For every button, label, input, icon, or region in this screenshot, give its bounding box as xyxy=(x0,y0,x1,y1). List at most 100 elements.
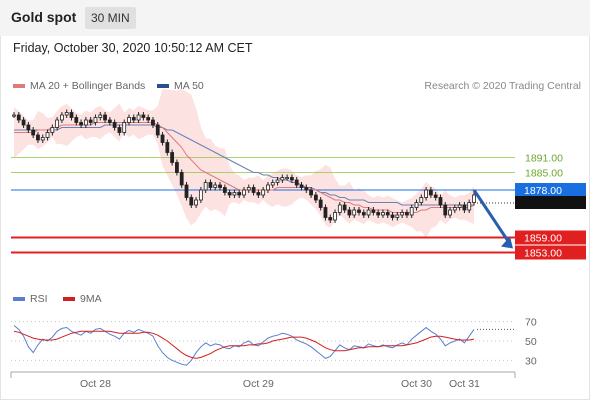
candle-body xyxy=(309,189,313,196)
candle-body xyxy=(175,162,179,173)
candle-body xyxy=(361,212,366,216)
candle-body xyxy=(467,202,472,211)
level-tag-2 xyxy=(515,183,586,197)
candle-body xyxy=(285,177,290,180)
candle-body xyxy=(294,179,299,186)
candle-body xyxy=(419,197,424,203)
x-tick-label: Oct 29 xyxy=(243,378,274,390)
rsi-swatch-icon xyxy=(13,297,25,302)
candle-body xyxy=(107,119,112,123)
candle-body xyxy=(208,182,213,188)
candle-body xyxy=(50,127,55,133)
candle-body xyxy=(299,184,304,188)
candle-body xyxy=(222,187,227,193)
x-tick-label: Oct 30 xyxy=(401,378,432,390)
legend-rsi: RSI xyxy=(13,293,48,305)
candle-body xyxy=(160,134,165,143)
level-tag-3 xyxy=(515,230,586,245)
ma50-swatch-icon xyxy=(157,84,169,89)
candle-body xyxy=(270,182,275,186)
ma50-line xyxy=(14,124,474,206)
ma9-swatch-icon xyxy=(63,297,75,302)
rsi-line xyxy=(13,325,475,366)
candle-body xyxy=(227,192,232,196)
forecast-arrow-icon xyxy=(472,189,511,244)
candle-body xyxy=(376,212,381,216)
header-bar: Gold spot 30 MIN xyxy=(0,0,590,36)
candle-body xyxy=(151,119,155,126)
candle-body xyxy=(213,184,218,188)
candle-body xyxy=(371,209,376,213)
candle-body xyxy=(366,209,371,216)
candle-body xyxy=(395,214,400,218)
rsi-tick-2: 30 xyxy=(525,355,537,367)
candle-body xyxy=(433,194,438,198)
candle-body xyxy=(438,197,443,206)
candle-body xyxy=(256,192,261,196)
rsi-tick-1: 50 xyxy=(525,336,537,348)
candle-body xyxy=(79,122,83,126)
candle-body xyxy=(318,199,323,208)
candle-body xyxy=(203,182,208,191)
legend-ma20: MA 20 + Bollinger Bands xyxy=(13,80,145,92)
candle-body xyxy=(452,207,457,211)
candle-body xyxy=(141,114,146,118)
candle-body xyxy=(232,192,237,196)
candle-body xyxy=(131,117,136,121)
candle-body xyxy=(242,189,246,196)
candle-body xyxy=(280,177,285,181)
candle-body xyxy=(45,132,50,138)
ma9-line xyxy=(13,330,475,359)
candle-body xyxy=(414,202,419,208)
copyright: Research © 2020 Trading Central xyxy=(424,80,581,92)
candle-body xyxy=(381,212,385,216)
candle-body xyxy=(337,204,342,213)
x-tick-label: Oct 31 xyxy=(449,378,480,390)
candle-body xyxy=(385,212,390,216)
candle-body xyxy=(448,209,452,216)
candle-body xyxy=(237,192,242,196)
candle-body xyxy=(443,204,448,216)
candle-body xyxy=(333,212,337,221)
candle-body xyxy=(266,184,270,191)
candle-body xyxy=(313,194,318,201)
candle-body xyxy=(328,217,333,221)
candle-body xyxy=(165,142,170,153)
candle-body xyxy=(170,152,175,163)
candle-body xyxy=(40,137,45,141)
candle-body xyxy=(98,114,103,118)
candle-body xyxy=(390,214,395,218)
interval-button[interactable]: 30 MIN xyxy=(85,7,136,29)
candle-body xyxy=(251,187,256,193)
level-label-2: 1878.00 xyxy=(524,185,562,197)
x-tick-label: Oct 28 xyxy=(80,378,111,390)
candle-body xyxy=(26,124,31,131)
candle-body xyxy=(424,189,428,198)
candle-body xyxy=(218,184,222,188)
candle-body xyxy=(405,212,409,216)
candle-body xyxy=(112,122,117,128)
candle-body xyxy=(16,114,21,121)
level-label-3: 1859.00 xyxy=(524,233,562,245)
last-price-tag xyxy=(515,196,586,209)
legend-ma9: 9MA xyxy=(63,293,102,305)
candle-body xyxy=(21,119,26,126)
candle-body xyxy=(127,117,131,123)
candle-body xyxy=(103,114,107,121)
candle-body xyxy=(428,189,433,196)
forecast-arrowhead-icon xyxy=(501,236,513,249)
candle-body xyxy=(457,204,462,208)
candle-body xyxy=(60,114,64,121)
candle-body xyxy=(69,112,74,118)
candle-body xyxy=(184,184,189,198)
candle-body xyxy=(55,119,60,128)
candle-body xyxy=(462,204,467,211)
candle-body xyxy=(409,207,414,216)
candle-body xyxy=(400,212,405,216)
level-tag-4 xyxy=(515,245,586,260)
candle-body xyxy=(179,172,184,186)
legend-rsi-label: RSI xyxy=(30,293,48,305)
candle-body xyxy=(155,124,160,136)
candle-body xyxy=(304,187,309,191)
